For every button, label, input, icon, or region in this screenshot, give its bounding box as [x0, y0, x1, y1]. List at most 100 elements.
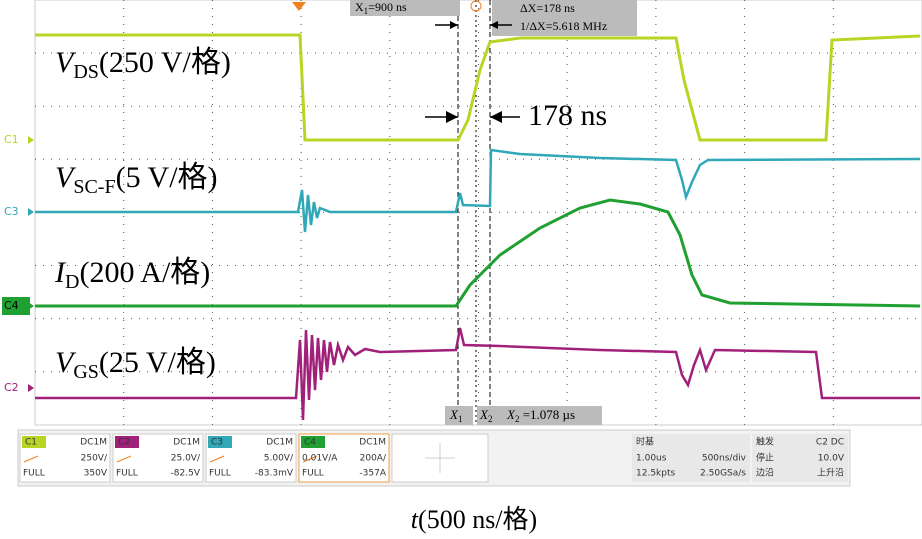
center-marker	[470, 0, 482, 12]
text: X	[449, 407, 459, 422]
channel-tag	[115, 436, 139, 448]
text: (200 A/格)	[79, 256, 210, 289]
coupling: DC1M	[266, 438, 293, 448]
trigger-type: 边沿	[756, 468, 774, 479]
cursor-x1: X1=900 ns	[355, 0, 407, 16]
channel-marker: C3	[4, 205, 19, 218]
text: D	[65, 271, 79, 293]
bandwidth: FULL	[302, 469, 324, 479]
trigger-state: 停止	[756, 452, 774, 464]
text: 2	[515, 414, 520, 424]
arrowhead	[490, 111, 502, 123]
probe-icon	[116, 455, 132, 463]
probe-icon	[302, 455, 318, 463]
caption: t(500 ns/格)	[411, 505, 537, 534]
cursor-box	[477, 406, 602, 425]
text: X	[479, 407, 489, 422]
channel-marker: C4	[4, 299, 19, 312]
text: (5 V/格)	[116, 161, 218, 194]
text: ΔX	[520, 1, 537, 15]
cursor-box	[445, 406, 473, 425]
text: GS	[73, 361, 99, 383]
timebase-scale: 500ns/div	[702, 454, 747, 464]
arrowhead	[450, 21, 458, 29]
scale: 25.0V/	[171, 454, 201, 464]
marker-x2: X2	[479, 407, 492, 424]
coupling: DC1M	[173, 438, 200, 448]
scale: 250V/	[81, 454, 108, 464]
bandwidth: FULL	[209, 469, 231, 479]
arrowhead	[490, 21, 498, 29]
text: =178 ns	[536, 1, 575, 15]
text: X	[355, 0, 364, 14]
trace-label: VSC-F(5 V/格)	[55, 161, 218, 198]
trigger-box[interactable]	[752, 434, 848, 482]
scale: 200A/	[360, 454, 387, 464]
bandwidth: FULL	[116, 469, 138, 479]
timebase-rate: 2.50GSa/s	[700, 469, 746, 479]
scale: 5.00V/	[264, 454, 294, 464]
channel-name: C1	[25, 438, 37, 448]
channel-name: C2	[118, 438, 130, 448]
marker-x1: X1	[449, 407, 462, 424]
channel-arrow	[28, 136, 34, 144]
channel-arrow	[28, 302, 34, 310]
text: SC-F	[73, 176, 115, 198]
arrowhead	[446, 111, 458, 123]
text: V	[55, 161, 77, 194]
channel-name: C3	[211, 438, 223, 448]
text: (500 ns/格)	[418, 505, 537, 534]
channel-arrow	[28, 208, 34, 216]
text: 2	[488, 414, 493, 424]
trigger-source: C2 DC	[816, 438, 844, 448]
text: (25 V/格)	[99, 346, 216, 379]
offset: -82.5V	[171, 469, 201, 479]
cursor-inv: 1/ΔX=5.618 MHz	[520, 19, 607, 33]
trigger-level: 10.0V	[818, 454, 845, 464]
trace-label: VDS(250 V/格)	[55, 46, 231, 83]
text: 1/ΔX	[520, 19, 546, 33]
trace-label: VGS(25 V/格)	[55, 346, 216, 383]
text: 1	[364, 6, 369, 16]
trace-c1	[35, 33, 921, 142]
trace-c2	[35, 327, 920, 421]
timebase-points: 12.5kpts	[636, 469, 675, 479]
timebase-box[interactable]	[632, 434, 750, 482]
text: t	[411, 505, 419, 534]
channel-tag	[208, 436, 232, 448]
text: X	[506, 407, 516, 422]
probe-icon	[23, 455, 39, 463]
probe-icon	[209, 455, 225, 463]
text: 1	[458, 414, 463, 424]
trigger-marker	[292, 2, 306, 11]
delay-label: 178 ns	[528, 99, 607, 132]
offset: -357A	[359, 469, 386, 479]
cursor-x2: X2 =1.078 µs	[506, 407, 575, 424]
channel-badge	[2, 297, 30, 315]
offset: -83.3mV	[255, 469, 294, 479]
cursor-dx: ΔX=178 ns	[520, 1, 575, 15]
trace-c4	[35, 198, 921, 308]
channel-name: C4	[304, 438, 316, 448]
channel-tag	[22, 436, 46, 448]
trace-label: ID(200 A/格)	[54, 256, 210, 293]
coupling: DC1M	[359, 438, 386, 448]
text: =900 ns	[368, 0, 407, 14]
channel-marker: C1	[4, 133, 19, 146]
channel-marker: C2	[4, 381, 19, 394]
cursor-box	[492, 0, 637, 36]
text: V	[55, 346, 77, 379]
text: I	[54, 256, 67, 289]
timebase-delay: 1.00us	[636, 454, 667, 464]
timebase-title: 时基	[636, 436, 654, 448]
trigger-slope: 上升沿	[817, 468, 844, 479]
text: (250 V/格)	[99, 46, 231, 79]
channel-tag	[301, 436, 325, 448]
coupling: DC1M	[80, 438, 107, 448]
trace-c3	[35, 148, 921, 233]
text: V	[55, 46, 77, 79]
probe: 0.01V/A	[302, 454, 338, 464]
text: DS	[73, 61, 99, 83]
